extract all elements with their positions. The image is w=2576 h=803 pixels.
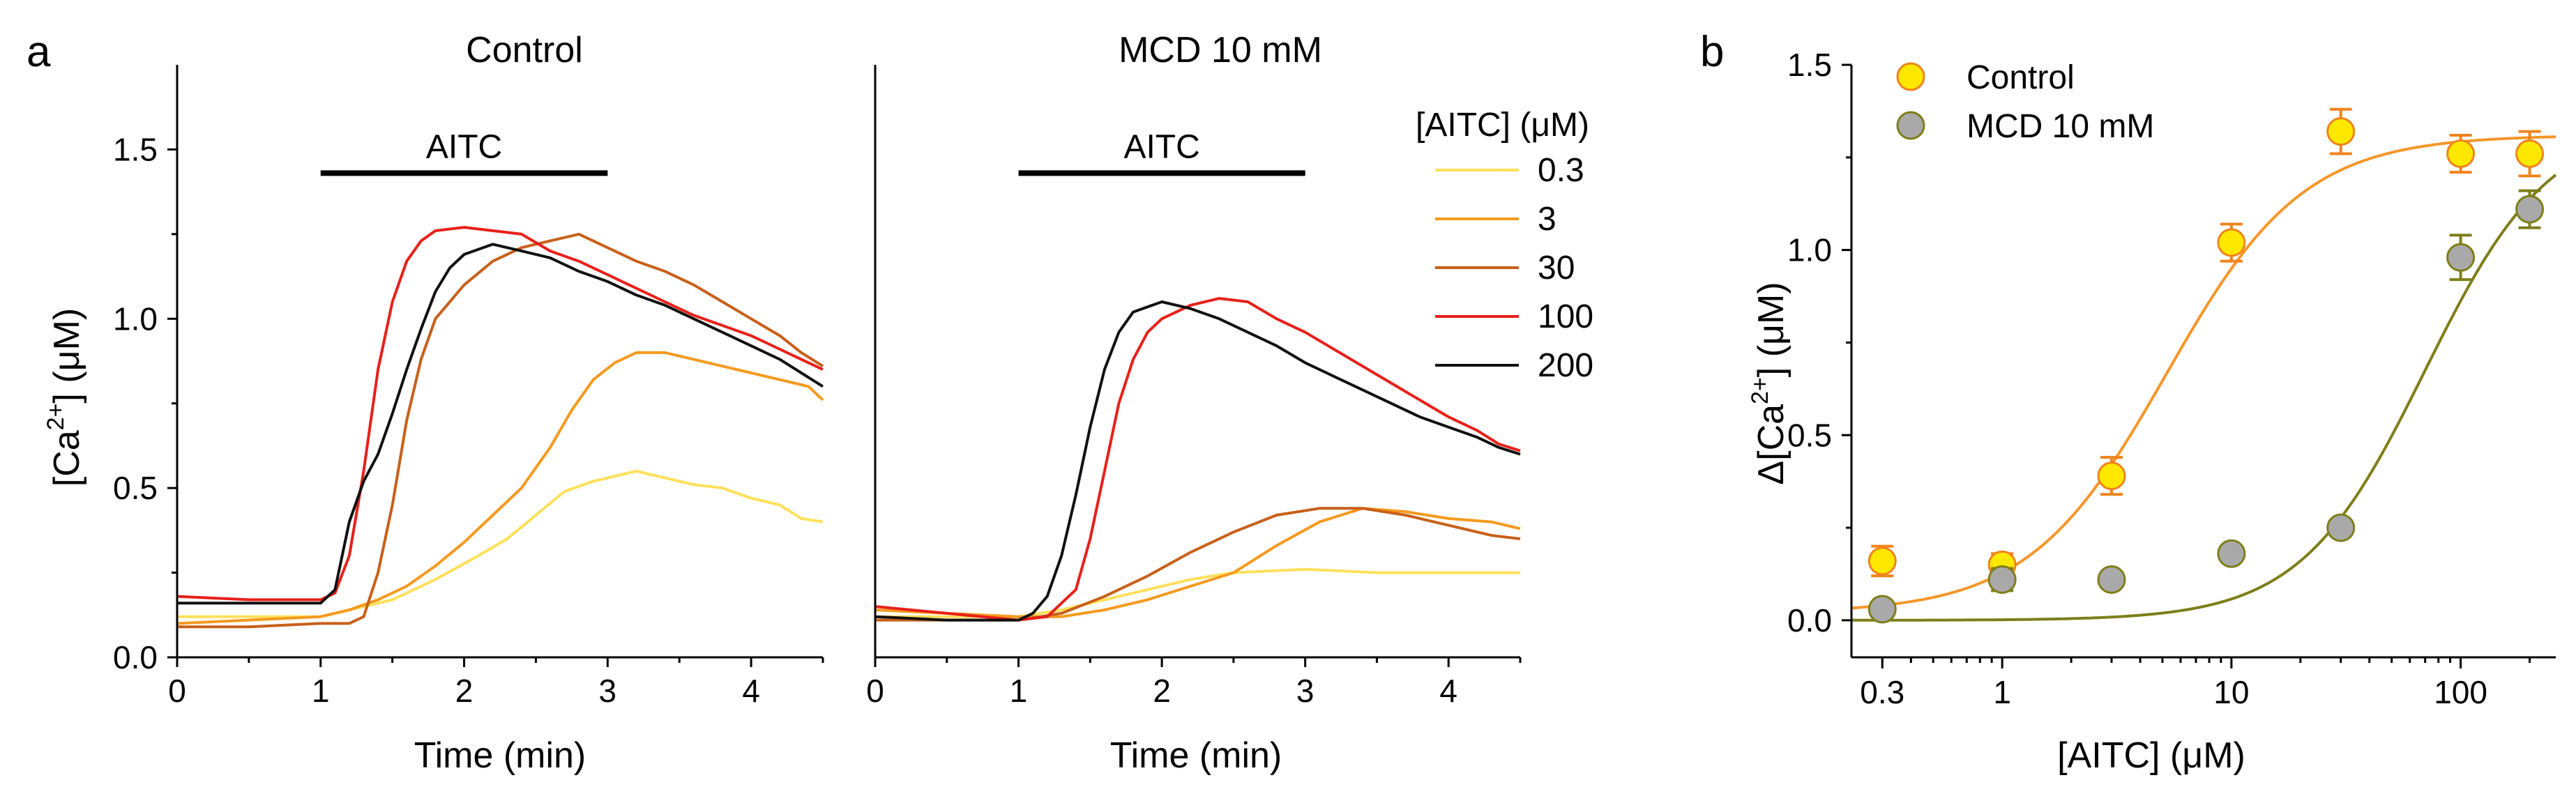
data-point xyxy=(2326,117,2356,146)
fit-curves xyxy=(1851,135,2557,622)
legend-label-30: 30 xyxy=(1538,250,1575,286)
trace-3 xyxy=(874,507,1521,618)
x-tick-label: 2 xyxy=(455,673,473,709)
x-tick-label: 4 xyxy=(1439,673,1457,709)
legend-label-0p3: 0.3 xyxy=(1538,152,1584,189)
x-tick-label: 4 xyxy=(742,673,760,709)
dose-response-legend: Control MCD 10 mM xyxy=(1896,59,2154,145)
legend-marker-1 xyxy=(1896,111,1925,140)
dose-response-y-axis-label: Δ[Ca2+] (μM) xyxy=(1747,282,1791,484)
data-point xyxy=(2097,565,2126,594)
dy-label-part-1: Δ[Ca xyxy=(1751,404,1791,485)
trace-0p3 xyxy=(875,567,1520,618)
x-tick-label: 2 xyxy=(1153,673,1171,709)
legend-label-100: 100 xyxy=(1538,298,1593,335)
data-point xyxy=(1867,546,1897,576)
control-axes xyxy=(167,65,824,667)
y-tick-label: 0.0 xyxy=(113,639,158,675)
data-point xyxy=(1987,565,2017,594)
mcd-aitc-label: AITC xyxy=(1123,128,1199,165)
mcd-series-group xyxy=(874,297,1521,622)
mcd-tick-labels: 0 1 2 3 4 xyxy=(866,673,1457,709)
data-point xyxy=(2446,243,2476,272)
y-label-part-1: [Ca xyxy=(47,430,87,487)
data-point xyxy=(2217,539,2246,568)
y-tick-label: 1.0 xyxy=(113,300,158,337)
dose-response-axes xyxy=(1842,63,2556,668)
data-point xyxy=(2217,228,2246,257)
mcd-trace-panel: MCD 10 mM AITC 0 1 2 3 4 Time (min) xyxy=(866,30,1522,776)
x-tick-label: 0 xyxy=(168,673,186,709)
control-tick-labels: 0 1 2 3 4 0.0 0.5 1.0 1.5 xyxy=(113,131,760,709)
x-tick-label: 1 xyxy=(1010,673,1028,709)
x-tick-label: 0.3 xyxy=(1860,674,1904,710)
y-tick-label: 0.5 xyxy=(1787,417,1832,453)
dy-label-part-2: ] (μM) xyxy=(1751,282,1791,377)
control-series-group xyxy=(176,226,824,629)
x-tick-label: 1 xyxy=(312,673,330,709)
data-point xyxy=(2446,139,2476,168)
data-point xyxy=(2097,461,2126,491)
mcd-x-axis-label: Time (min) xyxy=(1110,735,1282,776)
data-points xyxy=(1867,107,2545,624)
x-tick-label: 0 xyxy=(866,673,884,709)
legend-marker-0 xyxy=(1896,62,1925,91)
y-tick-label: 1.5 xyxy=(1787,47,1832,83)
x-tick-label: 3 xyxy=(599,673,617,709)
concentration-legend: [AITC] (μM) 0.3 3 30 100 200 xyxy=(1416,107,1593,384)
x-tick-label: 1 xyxy=(1993,674,2011,710)
mcd-title: MCD 10 mM xyxy=(1119,30,1322,70)
dy-label-superscript: 2+ xyxy=(1747,377,1773,404)
dose-response-x-axis-label: [AITC] (μM) xyxy=(2057,735,2245,776)
mcd-axes xyxy=(874,65,1522,667)
data-point xyxy=(2515,194,2545,224)
x-tick-label: 3 xyxy=(1296,673,1314,709)
legend-title: [AITC] (μM) xyxy=(1416,107,1589,144)
control-title: Control xyxy=(466,30,583,70)
y-tick-label: 1.5 xyxy=(113,131,158,167)
trace-100 xyxy=(176,226,824,602)
fit-curve-1 xyxy=(1851,174,2557,622)
y-tick-label: 0.0 xyxy=(1787,602,1832,638)
trace-100 xyxy=(874,297,1521,622)
trace-30 xyxy=(875,507,1521,622)
dose-response-tick-labels: 0.3 1 10 100 0.0 0.5 1.0 1.5 xyxy=(1787,47,2487,710)
legend-label-3: 3 xyxy=(1538,201,1556,238)
y-label-superscript: 2+ xyxy=(43,404,69,431)
data-point xyxy=(2326,513,2356,542)
control-y-axis-label: [Ca2+] (μM) xyxy=(43,308,87,487)
y-tick-label: 0.5 xyxy=(113,470,158,506)
legend-label-200: 200 xyxy=(1538,347,1593,384)
legend-label-1: MCD 10 mM xyxy=(1967,108,2154,145)
trace-0p3 xyxy=(177,469,824,618)
trace-30 xyxy=(177,232,824,629)
y-label-part-2: ] (μM) xyxy=(47,308,87,404)
fit-curve-0 xyxy=(1851,135,2556,610)
control-aitc-label: AITC xyxy=(426,128,502,165)
trace-200 xyxy=(874,300,1521,622)
data-point xyxy=(1867,595,1897,624)
panel-label-a: a xyxy=(26,28,51,76)
y-tick-label: 1.0 xyxy=(1787,232,1832,268)
control-x-axis-label: Time (min) xyxy=(414,735,586,776)
x-tick-label: 100 xyxy=(2434,674,2487,710)
trace-3 xyxy=(176,351,824,625)
panel-label-b: b xyxy=(1700,28,1724,76)
legend-label-0: Control xyxy=(1967,59,2075,96)
data-point xyxy=(2515,139,2545,168)
control-trace-panel: Control AITC 0 1 2 3 4 0.0 0.5 1.0 1.5 Time (min… xyxy=(43,30,824,776)
trace-200 xyxy=(177,243,824,605)
dose-response-panel: 0.3 1 10 100 0.0 0.5 1.0 1.5 Control MCD 10 mM [… xyxy=(1747,47,2557,776)
x-tick-label: 10 xyxy=(2213,674,2249,710)
